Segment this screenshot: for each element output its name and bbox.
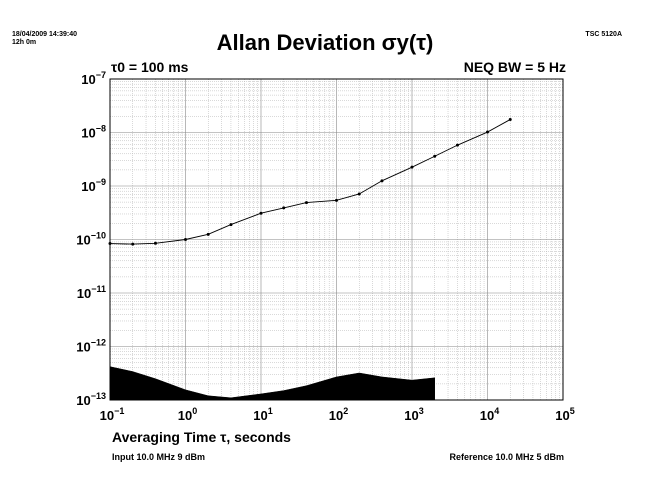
data-point	[410, 165, 414, 169]
data-point	[433, 154, 437, 158]
y-tick-label: 10−10	[76, 231, 106, 248]
data-point	[184, 238, 187, 241]
reference-signal-info: Reference 10.0 MHz 5 dBm	[449, 452, 564, 462]
data-point	[455, 143, 459, 147]
x-tick-label: 10−1	[100, 406, 125, 423]
tau0-annotation: τ0 = 100 ms	[111, 59, 189, 75]
instrument-model: TSC 5120A	[585, 31, 622, 38]
data-point	[229, 223, 233, 227]
y-tick-label: 10−11	[77, 284, 106, 301]
data-point	[486, 130, 489, 134]
data-point	[259, 211, 263, 215]
data-point	[508, 117, 512, 121]
data-point	[206, 232, 210, 236]
input-signal-info: Input 10.0 MHz 9 dBm	[112, 452, 206, 462]
allan-deviation-line	[109, 119, 511, 245]
timestamp: 18/04/2009 14:39:40	[12, 31, 77, 38]
data-point	[131, 242, 135, 246]
data-point	[357, 192, 361, 196]
x-tick-label: 102	[329, 406, 348, 423]
data-point	[304, 201, 308, 205]
y-tick-label: 10−13	[76, 391, 106, 408]
neq-bw-annotation: NEQ BW = 5 Hz	[463, 59, 566, 75]
x-tick-label: 100	[178, 406, 197, 423]
x-tick-label: 101	[253, 406, 272, 423]
data-point	[282, 206, 286, 210]
y-tick-label: 10−7	[81, 70, 106, 87]
y-tick-label: 10−12	[76, 338, 106, 355]
x-tick-label: 103	[404, 406, 423, 423]
x-tick-label: 104	[480, 406, 499, 423]
chart-title: Allan Deviation σy(τ)	[216, 30, 434, 55]
data-point	[335, 198, 338, 202]
x-axis-label: Averaging Time τ, seconds	[112, 429, 291, 445]
y-tick-label: 10−8	[81, 124, 106, 141]
noise-floor-area	[109, 366, 435, 401]
x-tick-label: 105	[555, 406, 574, 423]
data-point	[380, 179, 384, 183]
data-point	[153, 241, 157, 245]
elapsed-time: 12h 0m	[12, 39, 37, 46]
plot-frame	[109, 78, 564, 401]
y-tick-label: 10−9	[81, 177, 106, 194]
